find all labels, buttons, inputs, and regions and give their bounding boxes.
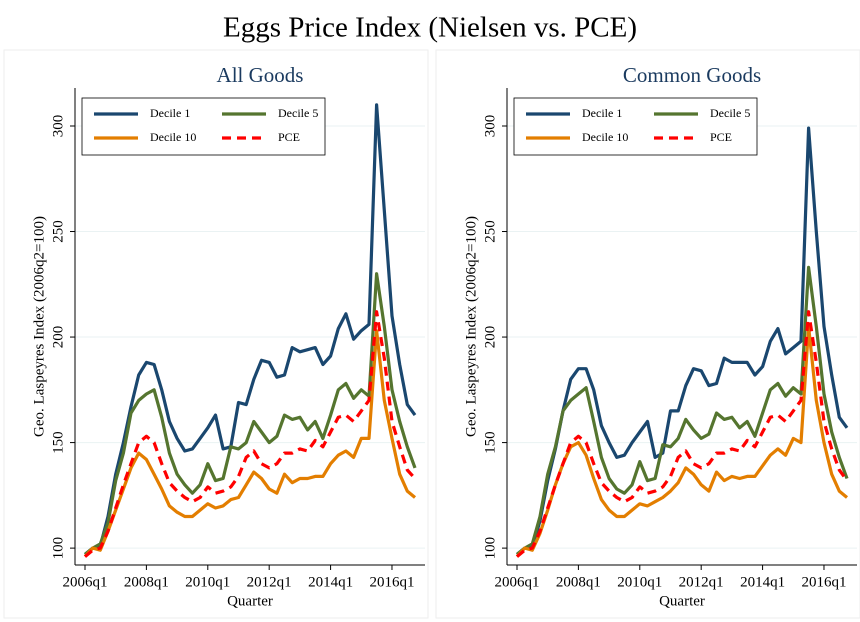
y-tick-label: 150: [482, 431, 498, 454]
series-line: [83, 272, 417, 556]
legend-label: Decile 5: [278, 106, 318, 120]
y-tick-label: 150: [50, 431, 66, 454]
series-line: [83, 103, 417, 556]
panel-title: All Goods: [217, 63, 304, 87]
x-tick-label: 2012q1: [247, 574, 292, 590]
x-axis-label: Quarter: [659, 593, 705, 609]
legend-label: PCE: [278, 130, 300, 144]
legend-label: Decile 1: [150, 106, 190, 120]
x-axis-label: Quarter: [227, 593, 273, 609]
y-tick-label: 200: [50, 326, 66, 349]
x-tick-label: 2008q1: [124, 574, 169, 590]
y-axis-label: Geo. Laspeyres Index (2006q2=100): [31, 216, 47, 437]
panel-border: [3, 49, 429, 619]
legend-box: [513, 97, 758, 156]
y-tick-label: 100: [482, 537, 498, 560]
legend-label: Decile 10: [582, 130, 628, 144]
x-tick-label: 2012q1: [679, 574, 724, 590]
y-tick-label: 200: [482, 326, 498, 349]
series-line: [515, 324, 849, 558]
y-tick-label: 300: [482, 115, 498, 138]
series-line: [515, 310, 849, 558]
y-tick-label: 300: [50, 115, 66, 138]
y-tick-label: 100: [50, 537, 66, 560]
y-tick-label: 250: [50, 220, 66, 243]
x-tick-label: 2006q1: [495, 574, 540, 590]
panel: Common Goods 100 150 200 250 300 Geo. Laspeyre…: [435, 49, 860, 619]
x-tick-label: 2016q1: [369, 574, 414, 590]
series-line: [83, 310, 417, 558]
panel: All Goods 100 150 200 250 300 Geo. Laspeyres I…: [3, 49, 429, 619]
series-line: [515, 265, 849, 556]
legend-label: PCE: [710, 130, 732, 144]
panel-border: [435, 49, 860, 619]
x-tick-label: 2016q1: [801, 574, 846, 590]
y-tick-label: 250: [482, 220, 498, 243]
x-tick-label: 2010q1: [617, 574, 662, 590]
legend-box: [81, 97, 326, 156]
legend-label: Decile 5: [710, 106, 750, 120]
series-line: [83, 329, 417, 558]
x-tick-label: 2014q1: [308, 574, 353, 590]
y-axis-label: Geo. Laspeyres Index (2006q2=100): [463, 216, 479, 437]
x-tick-label: 2006q1: [63, 574, 108, 590]
legend-label: Decile 1: [582, 106, 622, 120]
x-tick-label: 2008q1: [556, 574, 601, 590]
x-tick-label: 2014q1: [740, 574, 785, 590]
panel-title: Common Goods: [623, 63, 761, 87]
legend-label: Decile 10: [150, 130, 196, 144]
figure-title: Eggs Price Index (Nielsen vs. PCE): [223, 12, 637, 44]
x-tick-label: 2010q1: [185, 574, 230, 590]
series-line: [515, 126, 849, 556]
